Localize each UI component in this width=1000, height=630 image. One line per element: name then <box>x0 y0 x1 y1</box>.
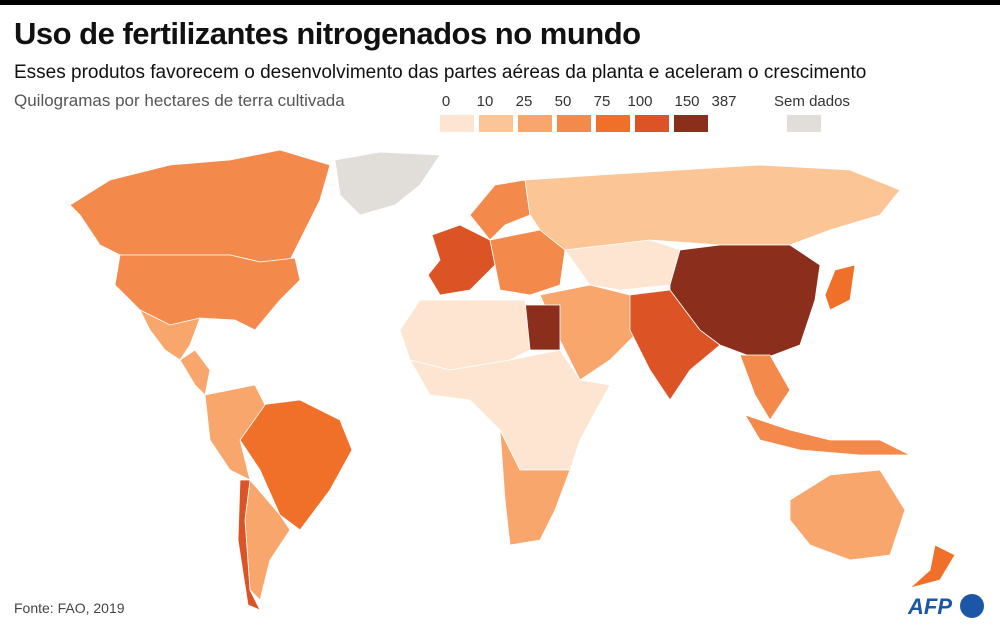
country-southeast-asia <box>739 354 791 421</box>
country-new-zealand <box>909 544 956 589</box>
country-canada <box>69 149 331 263</box>
chart-subtitle: Esses produtos favorecem o desenvolvimen… <box>14 62 867 83</box>
legend-swatch <box>479 115 513 132</box>
legend-label: 100 <box>627 93 653 110</box>
legend-label: 150 <box>674 93 700 110</box>
country-middle-east <box>539 284 641 381</box>
legend-label: 75 <box>593 93 611 110</box>
country-scandinavia <box>469 179 531 241</box>
country-mexico <box>139 309 201 361</box>
country-egypt <box>524 304 561 351</box>
country-usa <box>114 254 301 331</box>
legend-label: 25 <box>515 93 533 110</box>
country-central-america <box>179 349 211 396</box>
source-note: Fonte: FAO, 2019 <box>14 600 125 616</box>
legend-swatch <box>557 115 591 132</box>
top-rule <box>0 0 1000 5</box>
country-sub-saharan-africa <box>409 349 611 471</box>
country-chile <box>237 479 261 611</box>
legend-no-data-label: Sem dados <box>774 93 850 110</box>
legend-swatch <box>674 115 708 132</box>
legend-label: 0 <box>441 93 451 110</box>
country-greenland <box>334 151 441 216</box>
chart-title: Uso de fertilizantes nitrogenados no mun… <box>14 16 641 51</box>
country-andes <box>204 384 266 481</box>
unit-label: Quilogramas por hectares de terra cultiv… <box>14 91 345 110</box>
legend-label: 10 <box>476 93 494 110</box>
country-western-europe <box>427 224 496 296</box>
legend-swatch <box>440 115 474 132</box>
legend-swatch <box>635 115 669 132</box>
country-japan <box>824 264 856 311</box>
legend-label: 387 <box>711 93 737 110</box>
country-china <box>669 244 821 361</box>
country-brazil <box>239 399 353 531</box>
country-indonesia <box>744 414 911 456</box>
country-russia <box>524 164 901 251</box>
country-australia <box>789 469 906 561</box>
legend-swatch-no-data <box>787 115 821 132</box>
legend-swatch <box>596 115 630 132</box>
legend-swatch <box>518 115 552 132</box>
legend-label: 50 <box>554 93 572 110</box>
country-southern-africa <box>499 429 571 546</box>
afp-logo-dot <box>960 594 984 618</box>
afp-logo: AFP <box>908 594 952 619</box>
